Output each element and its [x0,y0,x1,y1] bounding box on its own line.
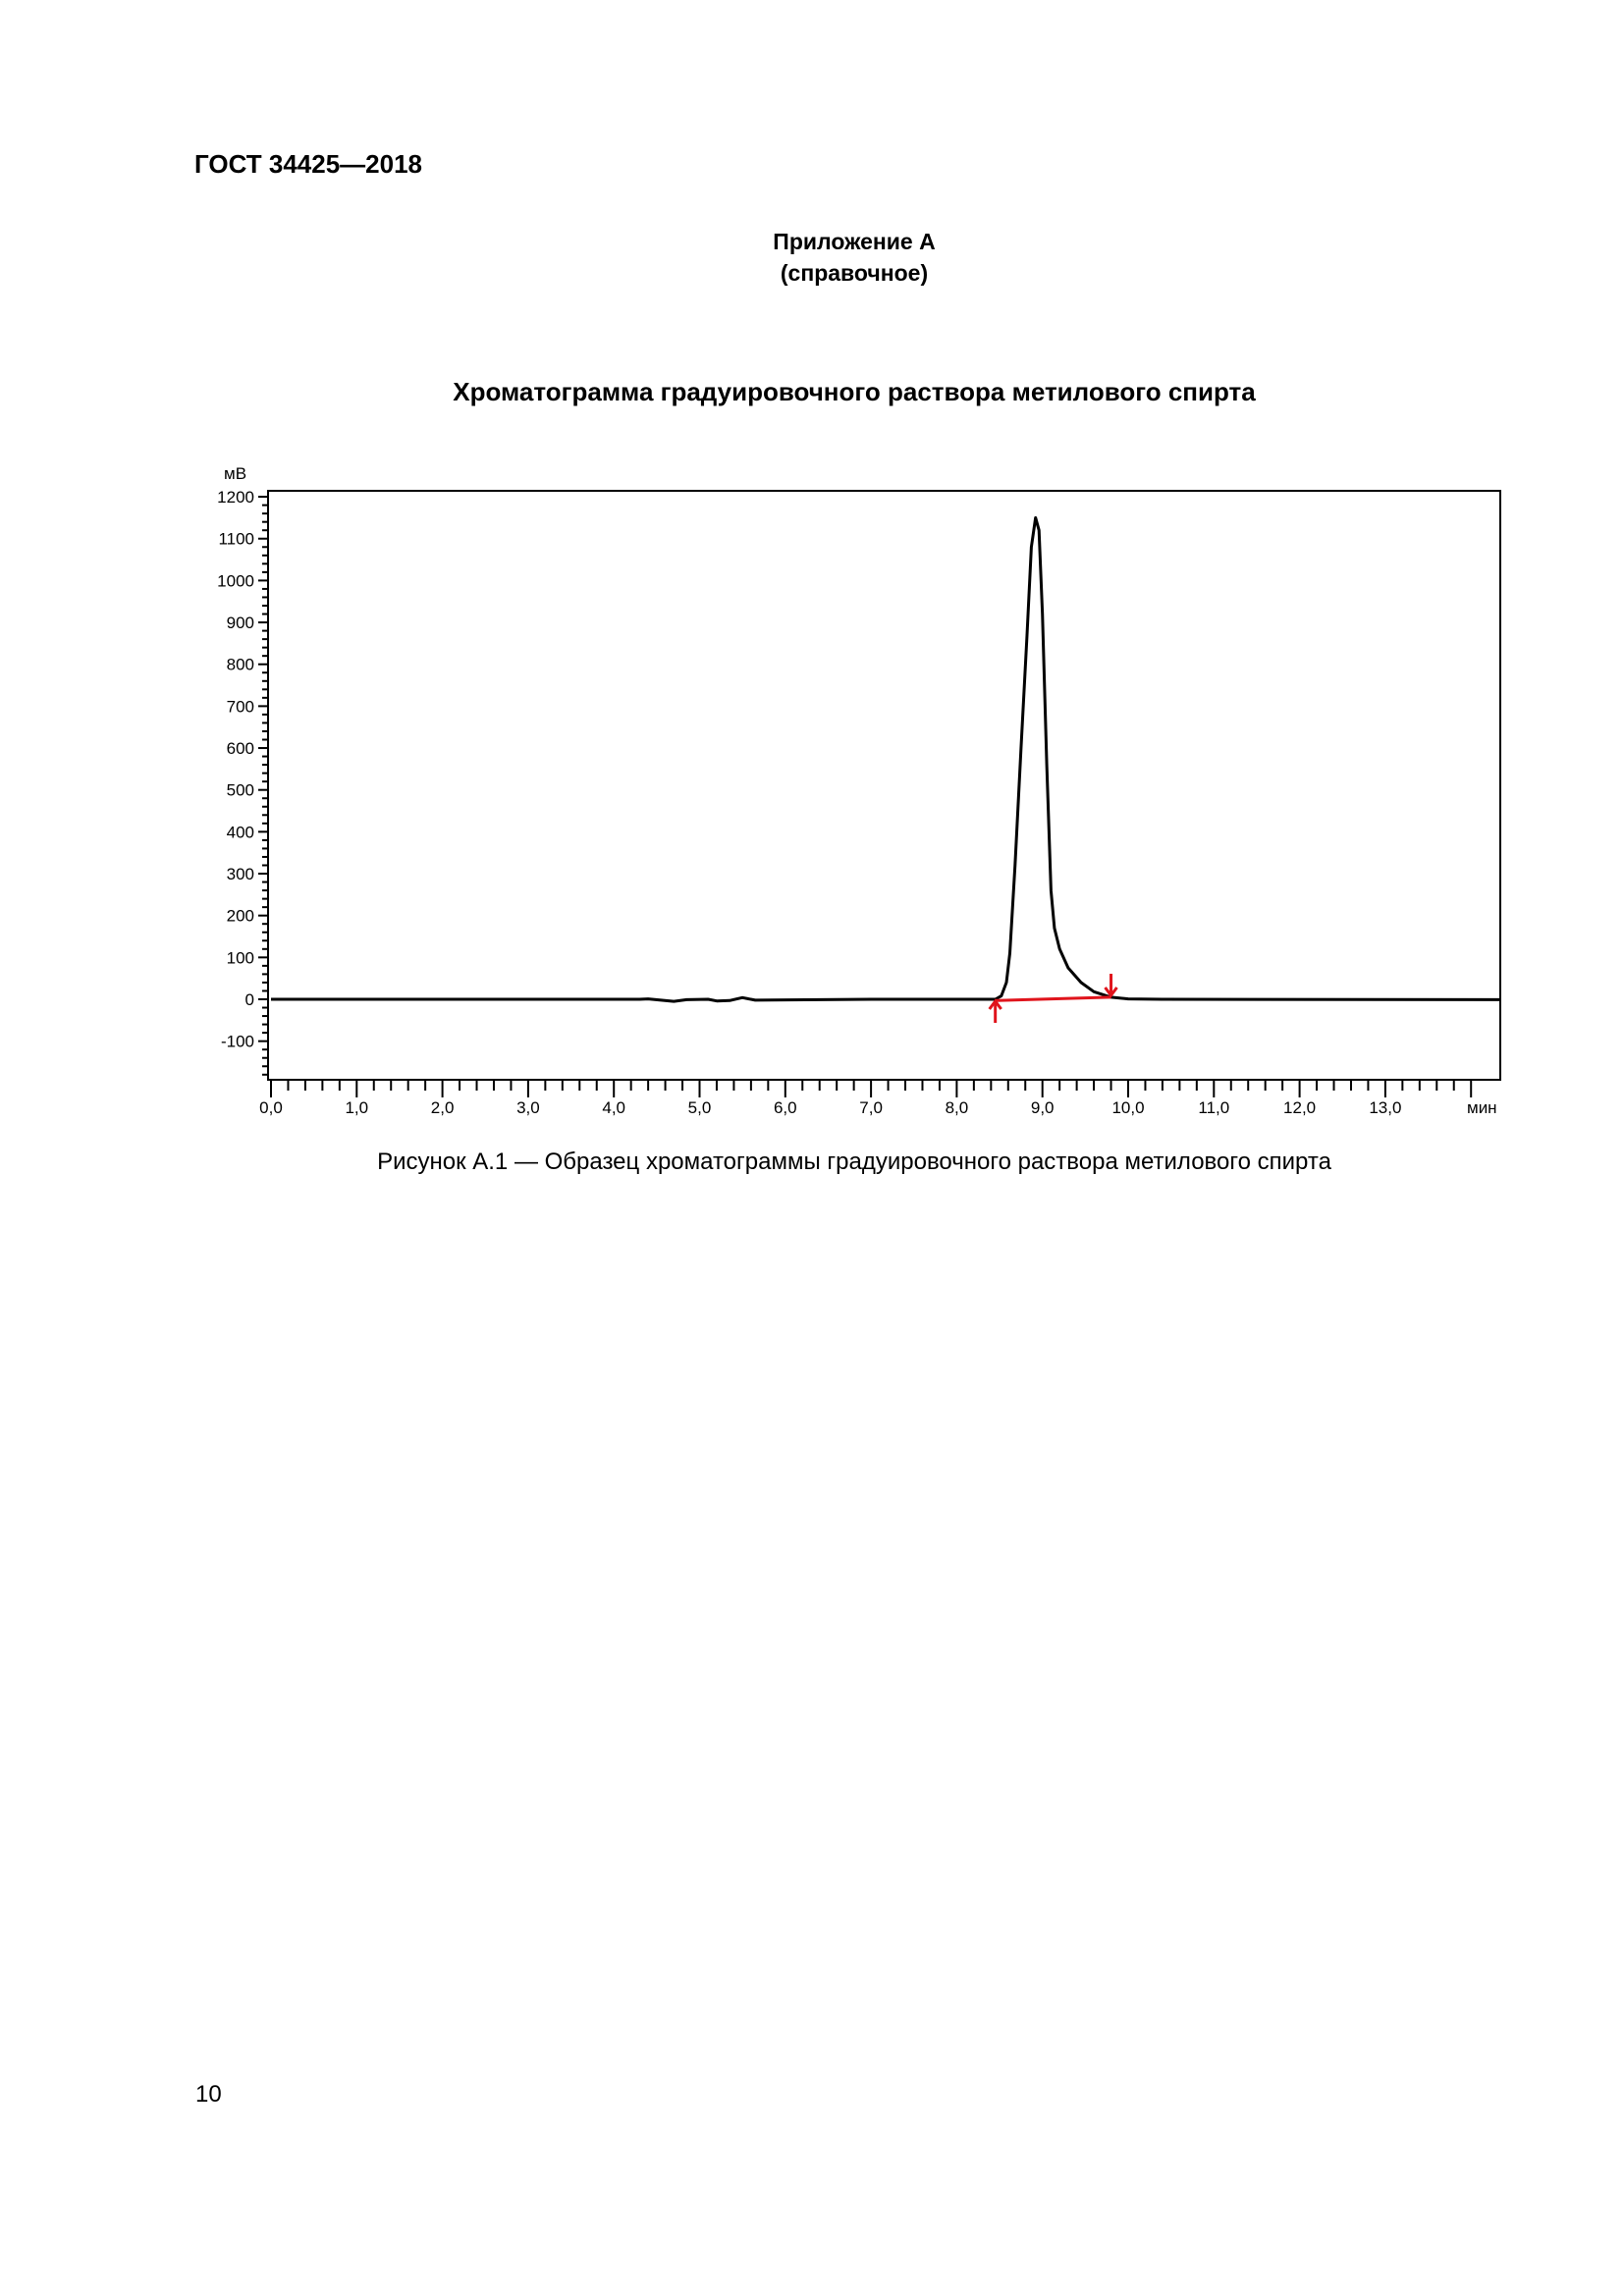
x-tick-label: 8,0 [946,1098,969,1117]
appendix-subtitle: (справочное) [780,260,929,286]
y-tick-label: 700 [227,697,254,716]
x-axis-unit: мин [1467,1098,1497,1117]
x-tick-label: 7,0 [859,1098,883,1117]
x-tick-label: 5,0 [688,1098,712,1117]
arrow-head [1104,987,1118,998]
appendix-heading: Приложение А (справочное) [0,226,1624,289]
y-tick-label: 800 [227,656,254,674]
y-tick-label: 1000 [217,571,254,590]
y-tick-label: 300 [227,865,254,883]
x-tick-label: 12,0 [1283,1098,1316,1117]
page-number: 10 [195,2081,222,2108]
x-tick-label: 1,0 [345,1098,368,1117]
x-tick-label: 3,0 [516,1098,540,1117]
x-axis: 0,0 1,0 2,0 3,0 4,0 5,0 6,0 7,0 8,0 9,0 10,0 11,0 12… [259,1080,1473,1117]
peak-end-arrow-icon [1104,974,1118,998]
y-tick-label: 500 [227,781,254,800]
y-axis: 1200110010009008007006005004003002001000… [217,488,268,1076]
appendix-title: Приложение А [773,229,936,254]
y-tick-label: 1200 [217,488,254,507]
peak-start-arrow-icon [988,998,1002,1023]
standard-designation: ГОСТ 34425—2018 [194,149,422,179]
x-tick-label: 4,0 [602,1098,625,1117]
y-tick-label: 600 [227,739,254,758]
x-tick-label: 0,0 [259,1098,283,1117]
y-axis-unit: мВ [224,464,246,483]
y-tick-label: 900 [227,614,254,632]
y-tick-label: 200 [227,907,254,926]
y-tick-label: 0 [245,990,254,1009]
y-tick-label: 400 [227,823,254,841]
x-tick-label: 10,0 [1111,1098,1144,1117]
peak-baseline [995,995,1111,1002]
x-tick-label: 11,0 [1198,1098,1229,1117]
x-tick-label: 9,0 [1031,1098,1055,1117]
chromatogram-chart: 1200110010009008007006005004003002001000… [217,464,1501,1117]
plot-frame [267,490,1501,1081]
arrow-head [988,998,1002,1010]
y-tick-label: 100 [227,948,254,967]
chromatogram-trace [271,515,1501,1003]
x-tick-label: 2,0 [431,1098,455,1117]
x-tick-label: 13,0 [1369,1098,1401,1117]
y-tick-label: -100 [221,1033,254,1051]
figure-caption: Рисунок А.1 — Образец хроматограммы град… [377,1148,1331,1175]
x-tick-label: 6,0 [774,1098,797,1117]
figure-title: Хроматограмма градуировочного раствора м… [453,377,1256,406]
y-tick-label: 1100 [218,530,254,549]
